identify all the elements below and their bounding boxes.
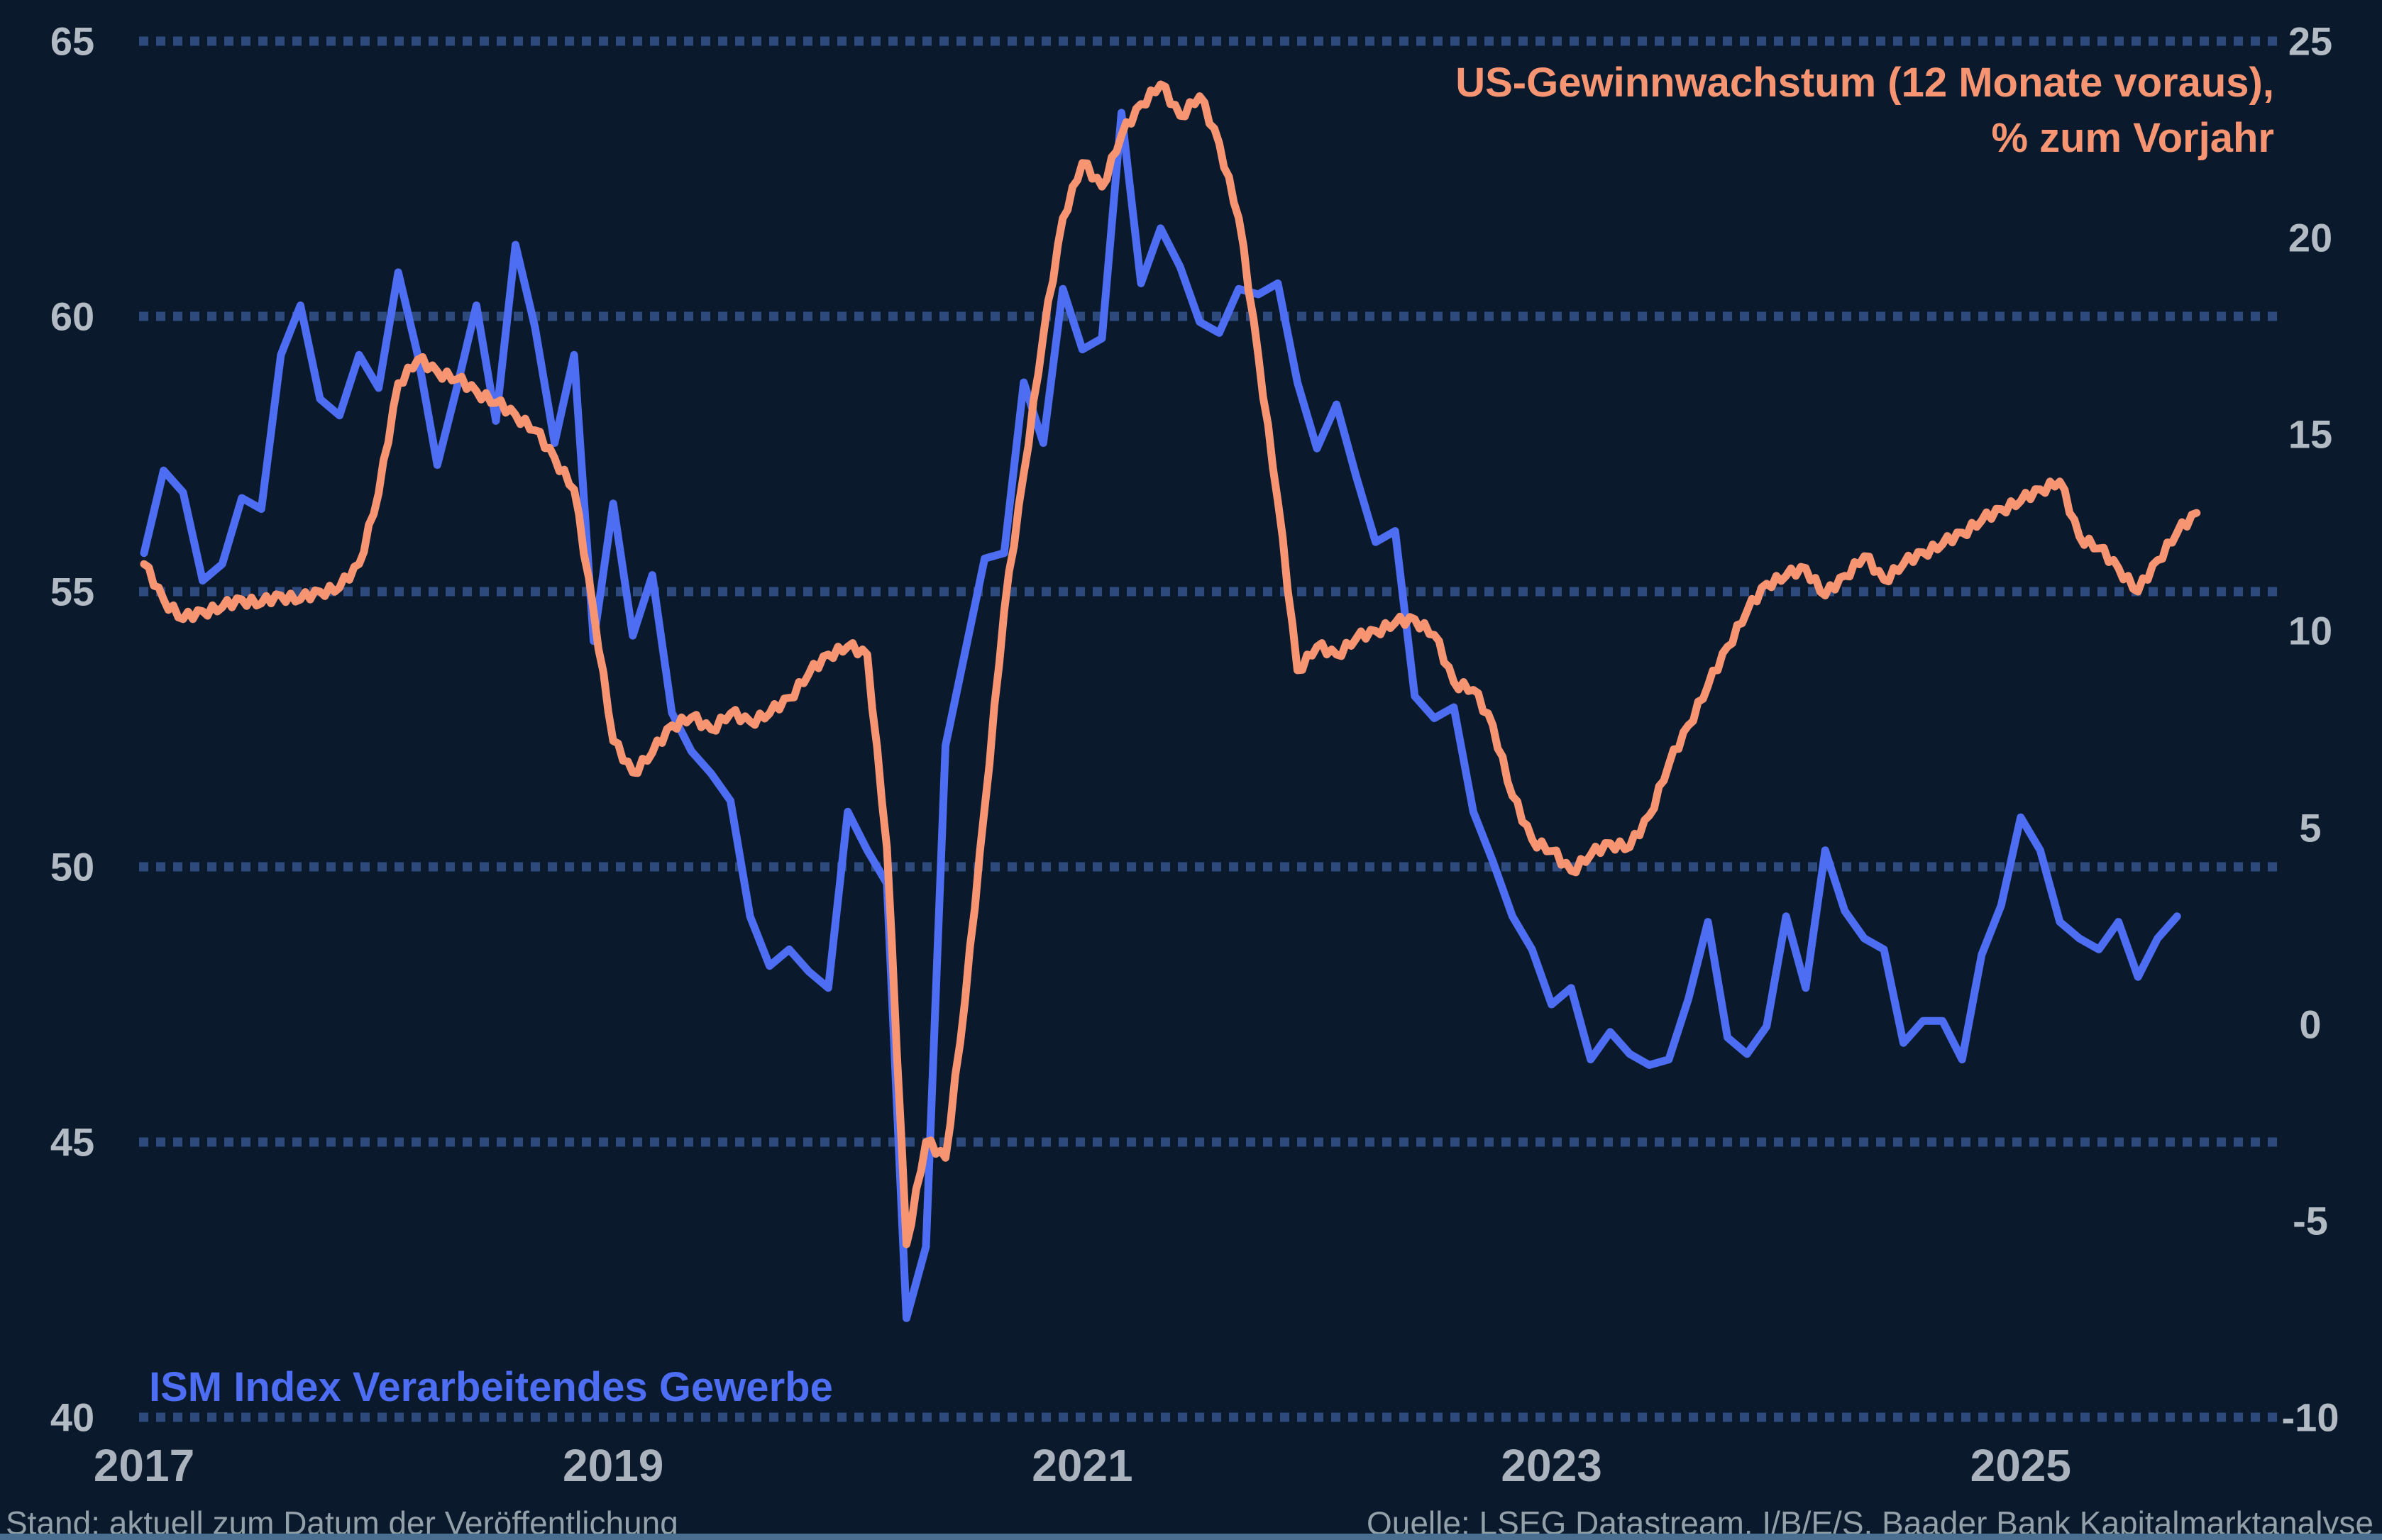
legend-line-2: % zum Vorjahr	[1991, 115, 2274, 161]
right-axis-tick-20: 20	[2288, 215, 2333, 260]
right-axis-tick-15: 15	[2288, 411, 2333, 457]
right-axis-tick-10: 10	[2288, 608, 2333, 653]
right-axis-tick-25: 25	[2288, 18, 2333, 64]
legend-line-1: US-Gewinnwachstum (12 Monate voraus),	[1455, 60, 2274, 106]
left-axis-tick-65: 65	[50, 18, 95, 64]
bottom-accent-bar	[0, 1534, 2382, 1540]
x-axis-tick-2019: 2019	[563, 1440, 664, 1491]
left-axis-tick-55: 55	[50, 569, 95, 614]
left-axis-tick-40: 40	[50, 1395, 95, 1440]
x-axis-tick-2017: 2017	[93, 1440, 195, 1491]
earnings-growth-line	[140, 80, 2201, 1248]
series-lines	[140, 80, 2201, 1322]
left-axis-tick-60: 60	[50, 294, 95, 339]
x-axis-tick-2025: 2025	[1970, 1440, 2071, 1491]
right-axis-tick-0: 0	[2299, 1002, 2322, 1047]
left-axis-tick-50: 50	[50, 844, 95, 890]
right-axis-tick--5: -5	[2293, 1198, 2328, 1243]
ism-line	[140, 109, 2181, 1322]
right-axis-tick-5: 5	[2299, 805, 2322, 851]
x-axis-tick-2021: 2021	[1032, 1440, 1133, 1491]
x-axis-tick-2023: 2023	[1501, 1440, 1602, 1491]
right-axis-tick--10: -10	[2281, 1395, 2339, 1440]
gridlines	[139, 36, 2279, 1422]
series-label-ism: ISM Index Verarbeitendes Gewerbe	[149, 1364, 833, 1410]
left-axis-tick-45: 45	[50, 1119, 95, 1165]
legend-earnings-growth: US-Gewinnwachstum (12 Monate voraus), % …	[1455, 55, 2274, 166]
